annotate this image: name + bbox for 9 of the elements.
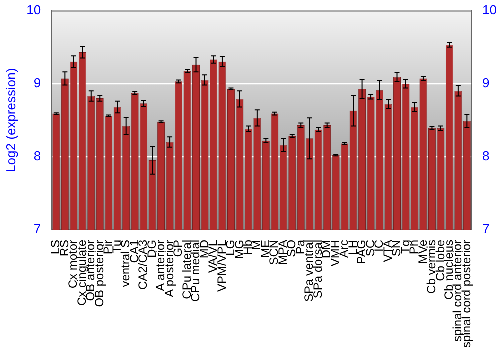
y-tick-label: 7 — [34, 222, 42, 237]
y2-tick-label: 7 — [482, 222, 490, 237]
y-tick-label: 10 — [26, 2, 42, 18]
y2-tick-label: 9 — [482, 75, 490, 90]
y2-tick-label: 8 — [482, 148, 490, 164]
y2-tick-label: 10 — [482, 2, 498, 18]
y-axis-title: Log2 (expression) — [3, 68, 18, 172]
y-tick-label: 9 — [34, 75, 42, 90]
y-tick-label: 8 — [34, 148, 42, 164]
